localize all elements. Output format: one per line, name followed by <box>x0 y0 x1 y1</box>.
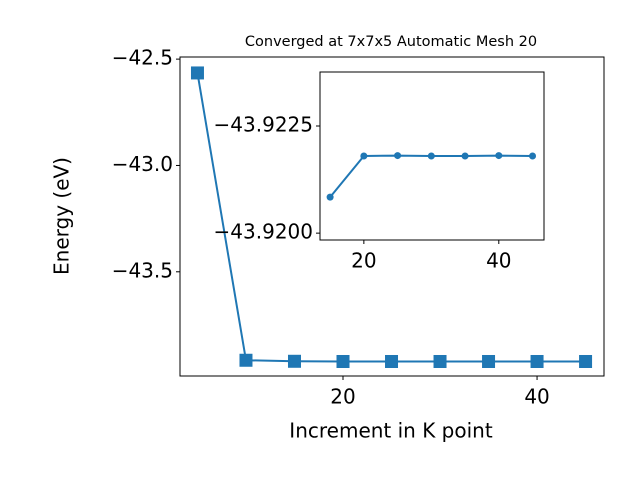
marker <box>239 353 253 367</box>
marker <box>190 66 204 80</box>
marker <box>433 354 447 368</box>
y-tick-label: −43.9225 <box>214 113 313 137</box>
y-tick-label: −43.5 <box>112 258 173 282</box>
marker <box>530 354 544 368</box>
marker <box>482 354 496 368</box>
y-tick-label: −42.5 <box>112 46 173 70</box>
chart-title: Converged at 7x7x5 Automatic Mesh 20 <box>245 34 537 50</box>
axes-frame <box>179 56 605 377</box>
marker <box>529 152 537 160</box>
axes-frame <box>319 71 545 241</box>
marker <box>495 152 503 160</box>
marker <box>579 354 593 368</box>
marker <box>394 152 402 160</box>
x-tick-label: 40 <box>524 385 549 409</box>
marker <box>461 152 469 160</box>
y-axis-label: Energy (eV) <box>50 157 74 275</box>
marker <box>360 152 368 160</box>
marker <box>336 354 350 368</box>
x-tick-label: 40 <box>486 249 511 273</box>
marker <box>427 152 435 160</box>
y-tick-label: −43.9200 <box>214 220 313 244</box>
marker <box>326 193 334 201</box>
x-axis-label: Increment in K point <box>289 419 493 443</box>
y-tick-label: −43.0 <box>112 152 173 176</box>
marker <box>385 354 399 368</box>
x-tick-label: 20 <box>330 385 355 409</box>
x-tick-label: 20 <box>351 249 376 273</box>
marker <box>287 354 301 368</box>
